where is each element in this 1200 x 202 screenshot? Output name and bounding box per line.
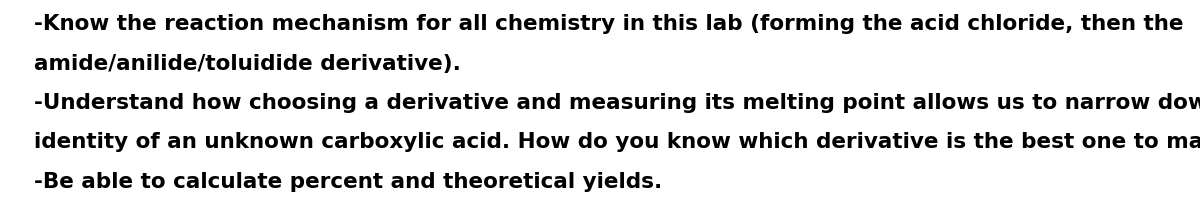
Text: -Understand how choosing a derivative and measuring its melting point allows us : -Understand how choosing a derivative an… — [34, 93, 1200, 113]
Text: -Know the reaction mechanism for all chemistry in this lab (forming the acid chl: -Know the reaction mechanism for all che… — [34, 14, 1183, 34]
Text: identity of an unknown carboxylic acid. How do you know which derivative is the : identity of an unknown carboxylic acid. … — [34, 132, 1200, 152]
Text: -Be able to calculate percent and theoretical yields.: -Be able to calculate percent and theore… — [34, 172, 662, 192]
Text: amide/anilide/toluidide derivative).: amide/anilide/toluidide derivative). — [34, 54, 461, 74]
